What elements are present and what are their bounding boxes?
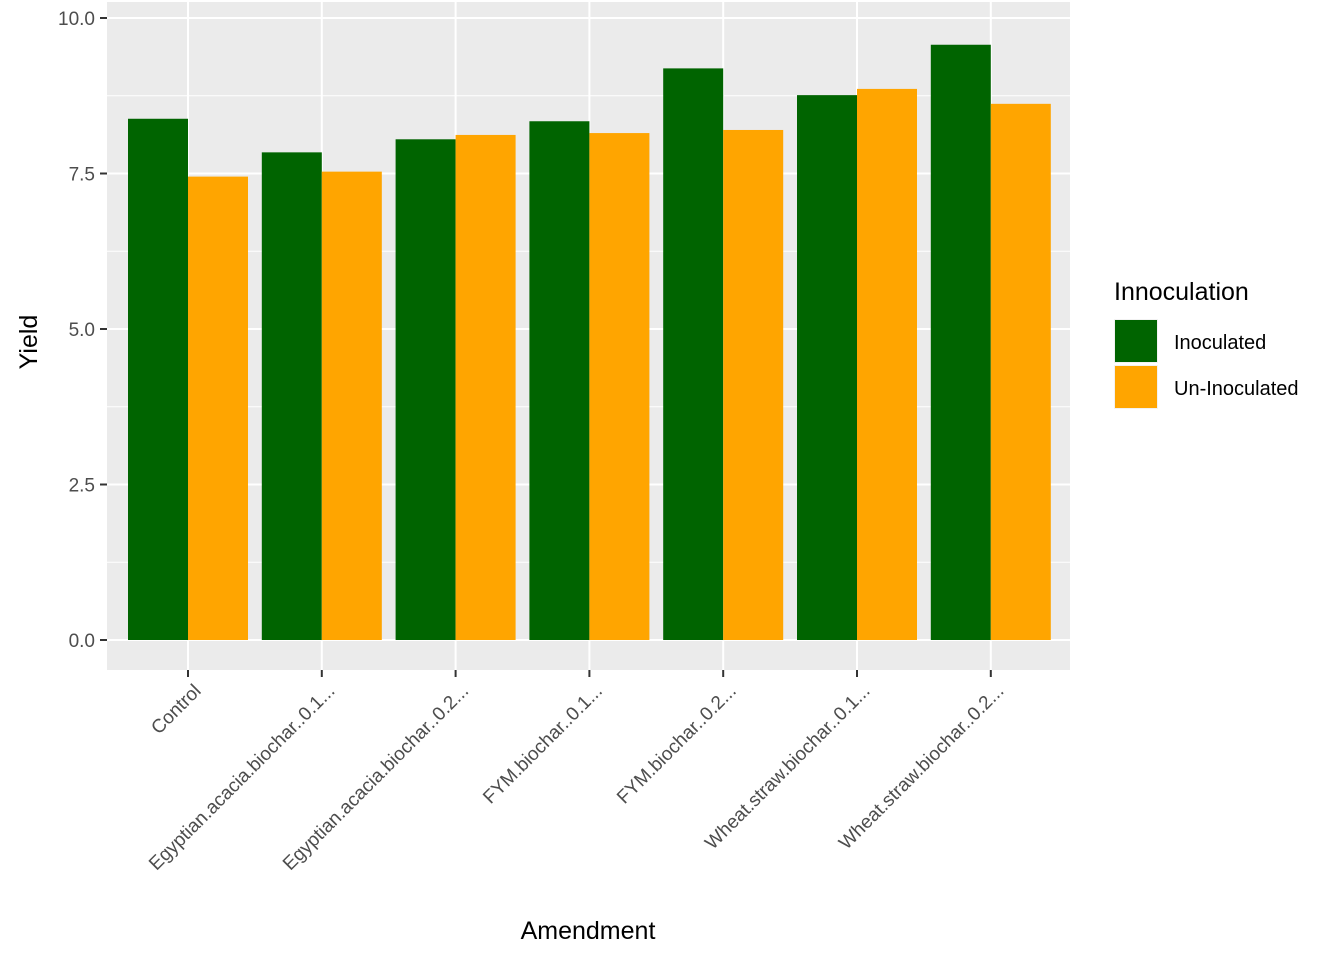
y-axis: 0.0 2.5 5.0 7.5 10.0 (58, 9, 107, 652)
bar-un-inoculated (188, 176, 248, 641)
x-tick-label: FYM.biochar..0.2... (613, 681, 741, 809)
bar-inoculated (261, 152, 322, 641)
y-tick-label: 10.0 (58, 9, 95, 30)
legend-key-inoculated (1115, 320, 1157, 362)
y-tick-label: 5.0 (69, 320, 95, 341)
y-tick-label: 2.5 (69, 476, 95, 497)
legend: Innoculation Inoculated Un-Inoculated (1114, 278, 1299, 409)
legend-title: Innoculation (1114, 278, 1249, 306)
bars (128, 44, 1051, 641)
x-tick-label: Control (147, 681, 205, 739)
y-tick-label: 7.5 (69, 165, 95, 186)
bar-un-inoculated (857, 88, 917, 640)
bar-un-inoculated (321, 171, 382, 640)
x-axis: ControlEgyptian.acacia.biochar..0.1...Eg… (145, 670, 1008, 875)
y-tick-label: 0.0 (69, 631, 95, 652)
y-axis-title: Yield (15, 315, 43, 370)
legend-label: Un-Inoculated (1174, 378, 1299, 400)
bar-inoculated (663, 68, 724, 640)
legend-key-un-inoculated (1115, 366, 1157, 408)
bar-inoculated (797, 95, 857, 641)
bar-inoculated (529, 121, 590, 640)
x-tick-label: FYM.biochar..0.1... (479, 681, 607, 809)
bar-inoculated (128, 118, 188, 641)
bar-un-inoculated (455, 134, 516, 640)
legend-label: Inoculated (1174, 332, 1266, 354)
bar-un-inoculated (990, 103, 1051, 640)
bar-inoculated (930, 44, 991, 641)
bar-un-inoculated (723, 129, 784, 640)
bar-inoculated (395, 139, 456, 641)
bar-un-inoculated (589, 133, 650, 640)
x-axis-title: Amendment (521, 917, 656, 945)
